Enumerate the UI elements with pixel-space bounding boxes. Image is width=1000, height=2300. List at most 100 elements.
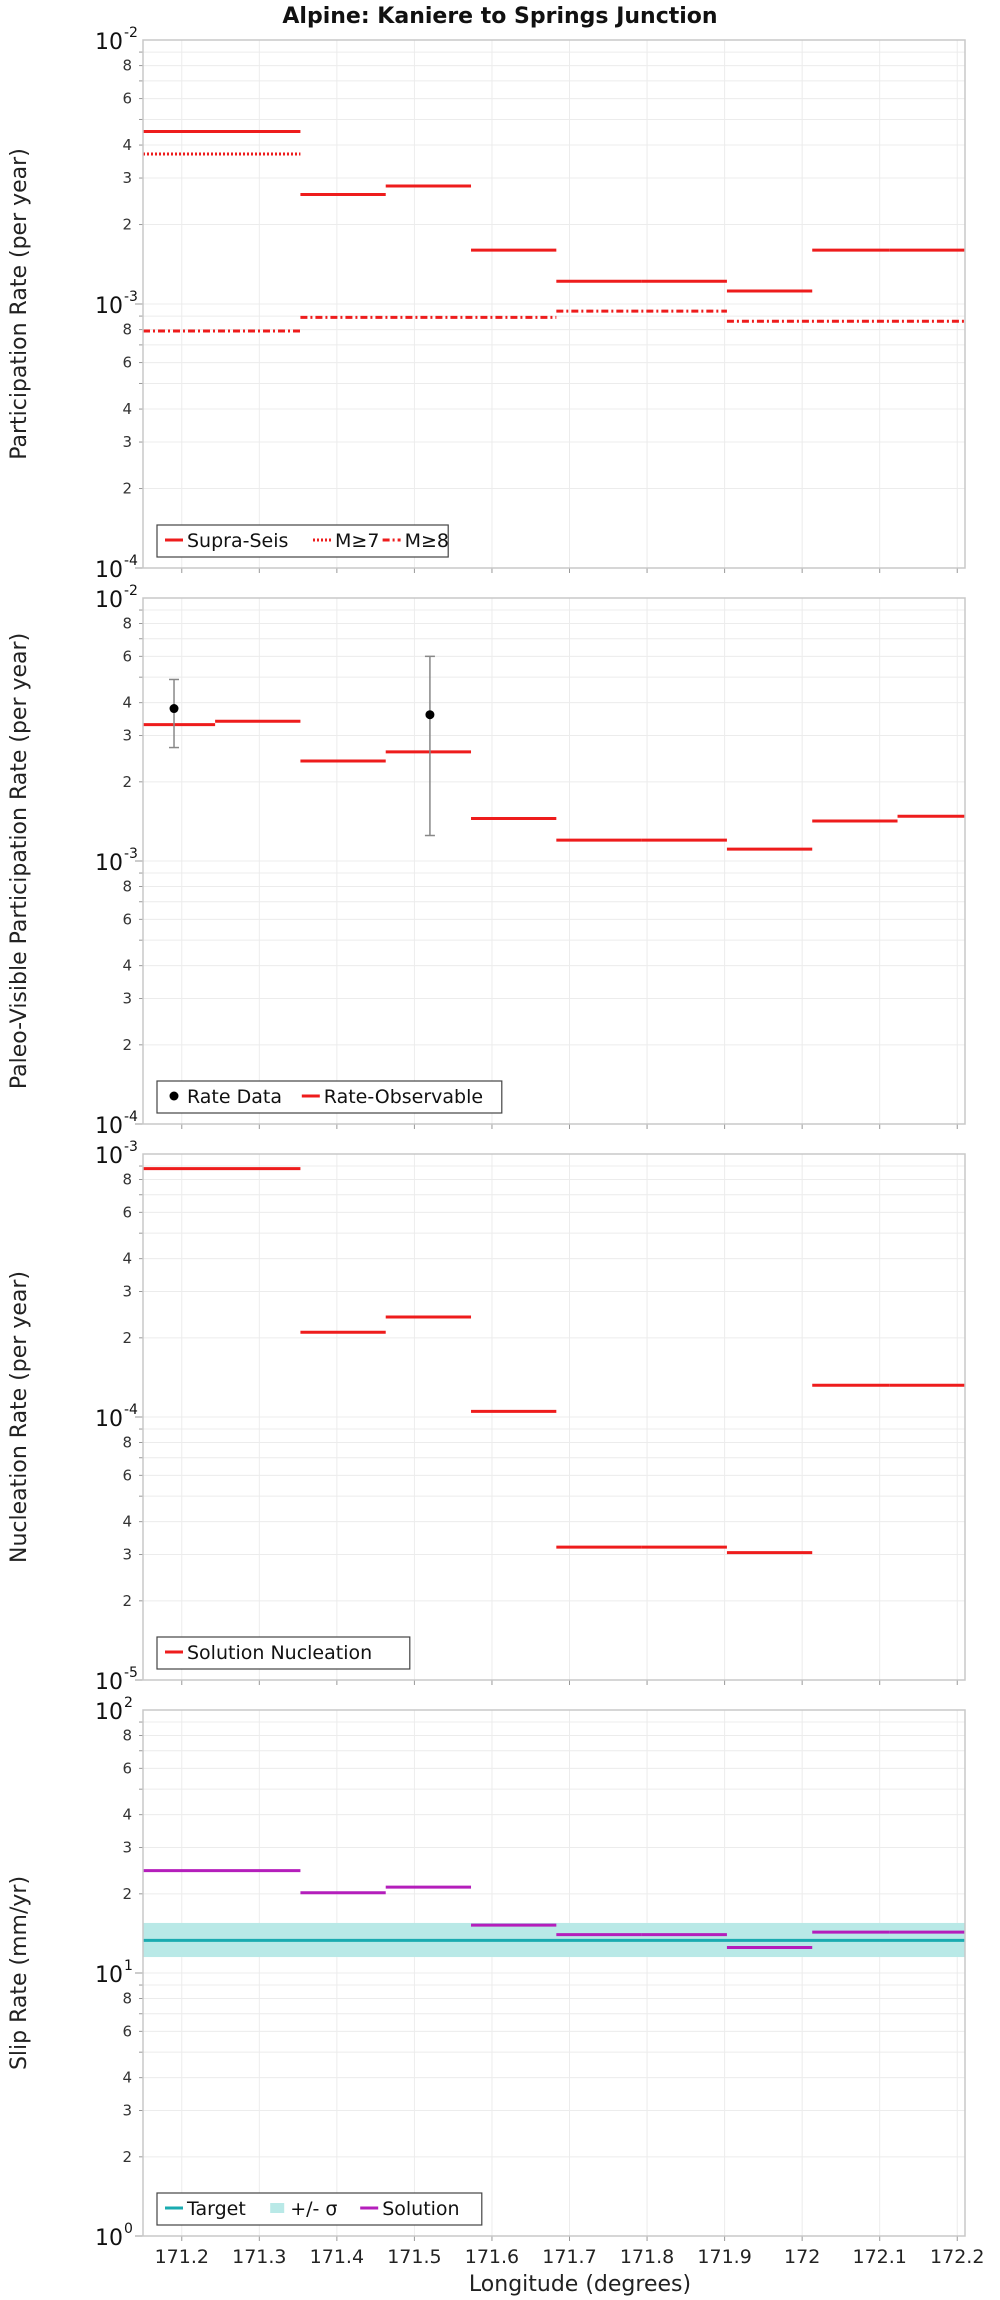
legend: Supra-Seis M≥7 M≥8: [156, 524, 449, 558]
y-minor-tick-label: 2: [122, 1036, 132, 1054]
legend-box: [156, 1080, 503, 1114]
x-tick-label: 171.4: [310, 2246, 364, 2268]
y-minor-tick-label: 2: [122, 216, 132, 234]
legend-swatch-point: [169, 1091, 179, 1101]
y-major-tick-label: 10: [95, 1963, 123, 1988]
x-tick-label: 171.5: [387, 2246, 441, 2268]
y-minor-tick-label: 6: [122, 90, 132, 108]
y-minor-tick-label: 6: [122, 2022, 132, 2040]
plot-content: [143, 1167, 965, 1555]
y-minor-tick-label: 4: [122, 136, 132, 154]
y-minor-tick-label: 8: [122, 321, 132, 339]
series-m-8: [143, 309, 965, 333]
plot-frame: [142, 39, 966, 569]
y-minor-tick-label: 3: [122, 1546, 132, 1564]
plot-frame: [142, 1153, 966, 1681]
x-tick-label: 171.7: [542, 2246, 596, 2268]
x-tick-label: 171.8: [620, 2246, 674, 2268]
y-major-tick-label: 10: [95, 588, 123, 613]
y-minor-tick-label: 4: [122, 2069, 132, 2087]
plot-content: [143, 655, 965, 851]
y-major-tick-label: 10: [95, 851, 123, 876]
y-major-tick-exponent: -3: [124, 846, 138, 862]
y-major-tick-label: 10: [95, 1114, 123, 1139]
y-axis-label: Slip Rate (mm/yr): [7, 1876, 32, 2070]
y-minor-tick-label: 6: [122, 354, 132, 372]
plot-frame: [142, 597, 966, 1125]
y-minor-tick-label: 6: [122, 1203, 132, 1221]
y-major-tick-exponent: -2: [124, 583, 138, 599]
y-major-tick-label: 10: [95, 1144, 123, 1169]
grid-lines: [143, 1710, 965, 2237]
data-point: [169, 704, 179, 714]
y-minor-tick-label: 3: [122, 433, 132, 451]
grid-lines: [143, 1154, 965, 1681]
legend: Solution Nucleation: [156, 1636, 411, 1670]
legend-label: Solution: [382, 2198, 459, 2220]
plot-content: [143, 1869, 965, 1958]
y-minor-tick-label: 4: [122, 957, 132, 975]
y-minor-tick-label: 4: [122, 1513, 132, 1531]
y-minor-tick-label: 2: [122, 1885, 132, 1903]
y-minor-tick-label: 2: [122, 2148, 132, 2166]
series-supra-seis: [143, 130, 965, 293]
y-minor-tick-label: 8: [122, 1433, 132, 1451]
y-minor-tick-label: 4: [122, 1806, 132, 1824]
series-solution: [143, 1869, 965, 1950]
y-minor-tick-label: 2: [122, 1592, 132, 1610]
y-minor-tick-label: 2: [122, 1329, 132, 1347]
y-minor-tick-label: 3: [122, 727, 132, 745]
x-tick-label: 172.2: [930, 2246, 984, 2268]
legend: Target +/- σ Solution: [156, 2192, 483, 2226]
y-minor-tick-label: 3: [122, 2102, 132, 2120]
y-axis-label: Paleo-Visible Participation Rate (per ye…: [7, 633, 32, 1089]
y-minor-tick-label: 8: [122, 614, 132, 632]
y-minor-tick-label: 6: [122, 647, 132, 665]
y-minor-tick-label: 4: [122, 400, 132, 418]
series-solution-nucleation: [143, 1167, 965, 1555]
x-tick-label: 172.1: [852, 2246, 906, 2268]
y-axis-label: Participation Rate (per year): [7, 148, 32, 460]
y-minor-tick-label: 6: [122, 1466, 132, 1484]
legend-label: Target: [186, 2198, 246, 2220]
y-major-tick-label: 10: [95, 30, 123, 55]
legend-label: +/- σ: [290, 2198, 337, 2220]
legend: Rate Data Rate-Observable: [156, 1080, 503, 1114]
x-tick-label: 171.6: [465, 2246, 519, 2268]
y-major-tick-label: 10: [95, 1700, 123, 1725]
y-major-tick-exponent: -3: [124, 1139, 138, 1155]
y-major-tick-label: 10: [95, 1407, 123, 1432]
y-minor-tick-label: 6: [122, 910, 132, 928]
y-major-tick-label: 10: [95, 558, 123, 583]
y-major-tick-exponent: -4: [124, 553, 138, 569]
legend-label: Supra-Seis: [187, 530, 288, 552]
plot-content: [143, 130, 965, 333]
data-point: [425, 710, 435, 720]
y-minor-tick-label: 3: [122, 169, 132, 187]
y-minor-tick-label: 4: [122, 1250, 132, 1268]
x-tick-label: 171.3: [232, 2246, 286, 2268]
y-minor-tick-label: 8: [122, 57, 132, 75]
series-rate-observable: [143, 719, 965, 851]
legend-label: Solution Nucleation: [187, 1642, 372, 1664]
y-major-tick-label: 10: [95, 2226, 123, 2251]
y-major-tick-label: 10: [95, 294, 123, 319]
y-axis-label: Nucleation Rate (per year): [7, 1271, 32, 1563]
legend-label: Rate-Observable: [324, 1086, 483, 1108]
y-major-tick-label: 10: [95, 1670, 123, 1695]
x-tick-label: 171.9: [697, 2246, 751, 2268]
y-major-tick-exponent: 1: [124, 1958, 133, 1974]
x-axis-label: Longitude (degrees): [469, 2272, 691, 2297]
y-minor-tick-label: 6: [122, 1759, 132, 1777]
y-minor-tick-label: 8: [122, 1989, 132, 2007]
legend-box: [156, 1636, 411, 1670]
y-minor-tick-label: 2: [122, 773, 132, 791]
grid-lines: [143, 40, 965, 569]
y-major-tick-exponent: 0: [124, 2221, 133, 2237]
y-major-tick-exponent: -4: [124, 1402, 138, 1418]
y-minor-tick-label: 2: [122, 480, 132, 498]
legend-swatch-band: [270, 2203, 285, 2213]
y-major-tick-exponent: -5: [124, 1665, 138, 1681]
